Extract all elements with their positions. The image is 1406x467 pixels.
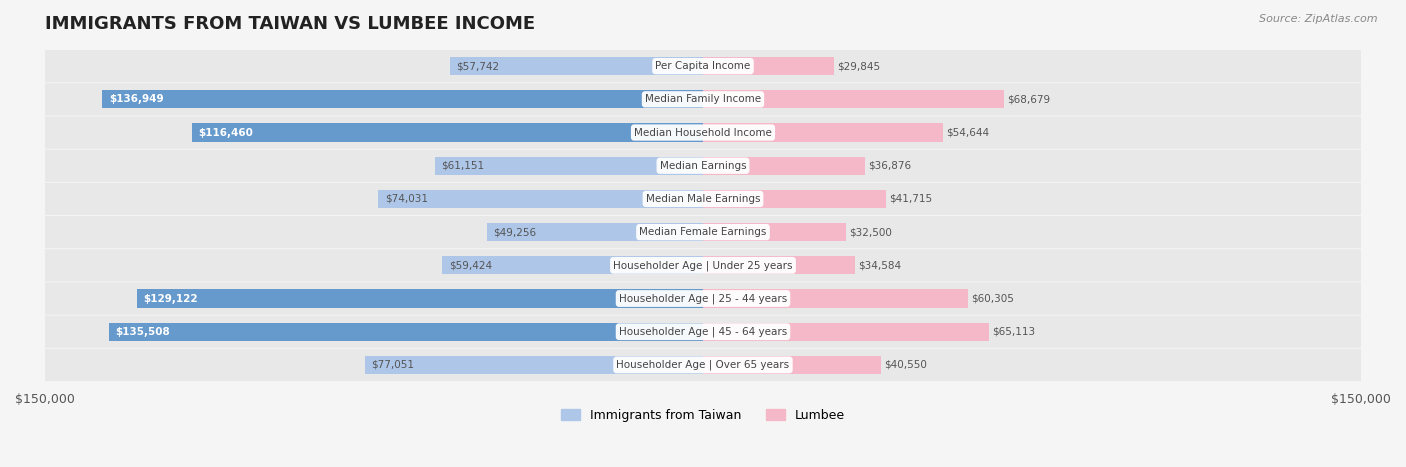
Text: $57,742: $57,742: [457, 61, 499, 71]
Text: Source: ZipAtlas.com: Source: ZipAtlas.com: [1260, 14, 1378, 24]
Text: Householder Age | Over 65 years: Householder Age | Over 65 years: [616, 360, 790, 370]
Text: $61,151: $61,151: [441, 161, 485, 171]
Bar: [703, 223, 845, 241]
Bar: [703, 156, 865, 175]
Text: Per Capita Income: Per Capita Income: [655, 61, 751, 71]
Bar: [434, 156, 703, 175]
Bar: [108, 323, 703, 341]
Bar: [703, 190, 886, 208]
Text: IMMIGRANTS FROM TAIWAN VS LUMBEE INCOME: IMMIGRANTS FROM TAIWAN VS LUMBEE INCOME: [45, 15, 536, 33]
Bar: [703, 356, 882, 374]
Text: $116,460: $116,460: [198, 127, 253, 137]
FancyBboxPatch shape: [45, 249, 1361, 282]
Text: $49,256: $49,256: [494, 227, 537, 237]
Text: $36,876: $36,876: [868, 161, 911, 171]
Text: $29,845: $29,845: [837, 61, 880, 71]
Text: $136,949: $136,949: [108, 94, 163, 104]
Bar: [703, 290, 967, 308]
FancyBboxPatch shape: [45, 83, 1361, 115]
Text: $65,113: $65,113: [993, 327, 1035, 337]
Text: $40,550: $40,550: [884, 360, 927, 370]
Text: Median Earnings: Median Earnings: [659, 161, 747, 171]
Text: Householder Age | 25 - 44 years: Householder Age | 25 - 44 years: [619, 293, 787, 304]
Text: $32,500: $32,500: [849, 227, 891, 237]
FancyBboxPatch shape: [45, 116, 1361, 149]
Bar: [703, 123, 943, 142]
Text: $77,051: $77,051: [371, 360, 415, 370]
Text: Median Female Earnings: Median Female Earnings: [640, 227, 766, 237]
Text: Median Family Income: Median Family Income: [645, 94, 761, 104]
Text: $60,305: $60,305: [972, 294, 1014, 304]
Legend: Immigrants from Taiwan, Lumbee: Immigrants from Taiwan, Lumbee: [555, 404, 851, 427]
Text: $68,679: $68,679: [1008, 94, 1050, 104]
Bar: [378, 190, 703, 208]
Bar: [450, 57, 703, 75]
Text: $74,031: $74,031: [385, 194, 427, 204]
FancyBboxPatch shape: [45, 349, 1361, 381]
FancyBboxPatch shape: [45, 283, 1361, 315]
Bar: [103, 90, 703, 108]
Text: Householder Age | Under 25 years: Householder Age | Under 25 years: [613, 260, 793, 270]
Bar: [703, 57, 834, 75]
FancyBboxPatch shape: [45, 216, 1361, 248]
Bar: [486, 223, 703, 241]
FancyBboxPatch shape: [45, 50, 1361, 82]
Bar: [703, 256, 855, 275]
Text: $59,424: $59,424: [449, 260, 492, 270]
Text: Median Household Income: Median Household Income: [634, 127, 772, 137]
Bar: [703, 90, 1004, 108]
FancyBboxPatch shape: [45, 316, 1361, 348]
Text: Householder Age | 45 - 64 years: Householder Age | 45 - 64 years: [619, 326, 787, 337]
Text: Median Male Earnings: Median Male Earnings: [645, 194, 761, 204]
FancyBboxPatch shape: [45, 183, 1361, 215]
Bar: [193, 123, 703, 142]
Bar: [136, 290, 703, 308]
Text: $41,715: $41,715: [890, 194, 932, 204]
Text: $135,508: $135,508: [115, 327, 170, 337]
Text: $34,584: $34,584: [858, 260, 901, 270]
Bar: [443, 256, 703, 275]
Bar: [703, 323, 988, 341]
FancyBboxPatch shape: [45, 149, 1361, 182]
Bar: [366, 356, 703, 374]
Text: $54,644: $54,644: [946, 127, 990, 137]
Text: $129,122: $129,122: [143, 294, 198, 304]
